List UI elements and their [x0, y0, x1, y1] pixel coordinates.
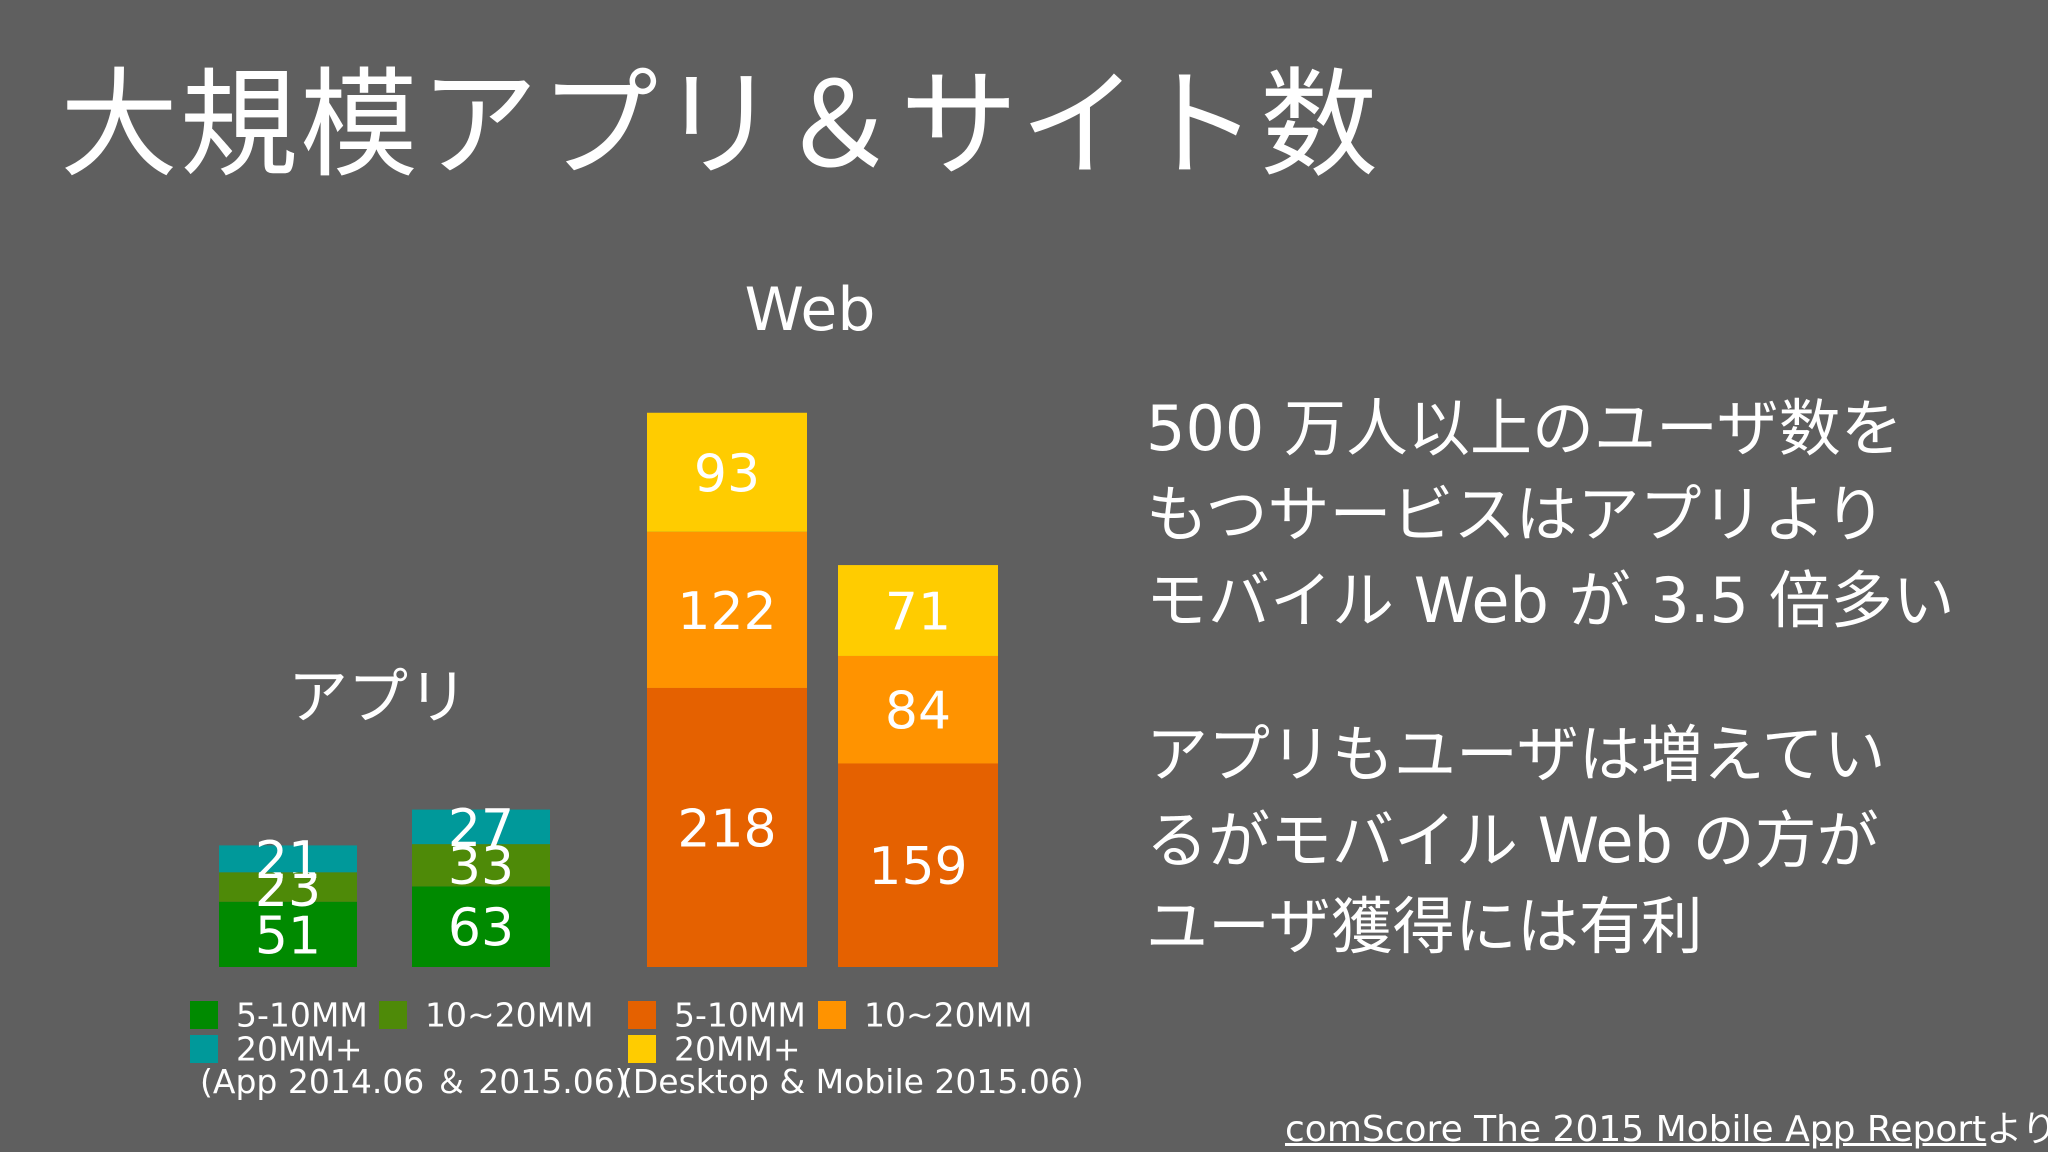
bar-value-label: 51: [255, 906, 321, 966]
legend-swatch: [628, 1001, 656, 1029]
body-line: もつサービスはアプリより: [1146, 478, 1887, 551]
bar-segment: [412, 809, 550, 845]
bar-segment: [412, 844, 550, 887]
body-line: るがモバイル Web の方が: [1146, 804, 1879, 877]
bar-value-label: 63: [448, 899, 514, 959]
bar-value-label: 93: [694, 444, 760, 504]
legend-swatch: [379, 1001, 407, 1029]
bar-segment: [219, 901, 357, 967]
bar-value-label: 218: [677, 799, 776, 859]
legend-swatch: [190, 1035, 218, 1063]
legend-label: 5-10MM: [236, 996, 368, 1035]
bar-segment: [838, 655, 998, 764]
bar-segment: [412, 886, 550, 967]
chart-title: Web: [745, 275, 876, 345]
legend-swatch: [818, 1001, 846, 1029]
legend-label: 10~20MM: [864, 996, 1033, 1035]
body-paragraph-1: 500 万人以上のユーザ数を もつサービスはアプリより モバイル Web が 3…: [1146, 386, 1955, 644]
source-link[interactable]: comScore The 2015 Mobile App Report: [1285, 1109, 1987, 1150]
chart-note: (Desktop & Mobile 2015.06): [620, 1062, 1084, 1101]
bar-segment: [647, 531, 807, 688]
source-suffix: より: [1986, 1109, 2048, 1150]
body-line: 500 万人以上のユーザ数を: [1146, 392, 1903, 465]
legend-label: 10~20MM: [425, 996, 594, 1035]
bar-value-label: 159: [868, 837, 967, 897]
bar-value-label: 122: [677, 582, 776, 642]
bar-segment: [647, 687, 807, 967]
body-line: ユーザ獲得には有利: [1146, 890, 1703, 963]
bar-segment: [838, 565, 998, 656]
legend-swatch: [628, 1035, 656, 1063]
source-citation: comScore The 2015 Mobile App Reportより: [1285, 1100, 2048, 1152]
body-paragraph-2: アプリもユーザは増えてい るがモバイル Web の方が ユーザ獲得には有利: [1146, 712, 1886, 970]
bar-segment: [219, 872, 357, 902]
body-line: モバイル Web が 3.5 倍多い: [1146, 564, 1955, 637]
bar-value-label: 71: [885, 583, 951, 643]
bar-value-label: 21: [255, 831, 321, 891]
legend-swatch: [190, 1001, 218, 1029]
legend-label: 20MM+: [674, 1030, 801, 1069]
bar-segment: [647, 412, 807, 532]
chart-note: (App 2014.06 ＆ 2015.06): [200, 1062, 628, 1101]
body-line: アプリもユーザは増えてい: [1146, 718, 1886, 791]
legend-label: 20MM+: [236, 1030, 363, 1069]
bar-value-label: 84: [885, 682, 951, 742]
bar-value-label: 33: [448, 837, 514, 897]
chart-title: アプリ: [288, 663, 468, 733]
slide-title: 大規模アプリ＆サイト数: [60, 56, 1381, 194]
legend-label: 5-10MM: [674, 996, 806, 1035]
bar-segment: [219, 845, 357, 873]
bar-value-label: 27: [448, 799, 514, 859]
bar-segment: [838, 763, 998, 967]
